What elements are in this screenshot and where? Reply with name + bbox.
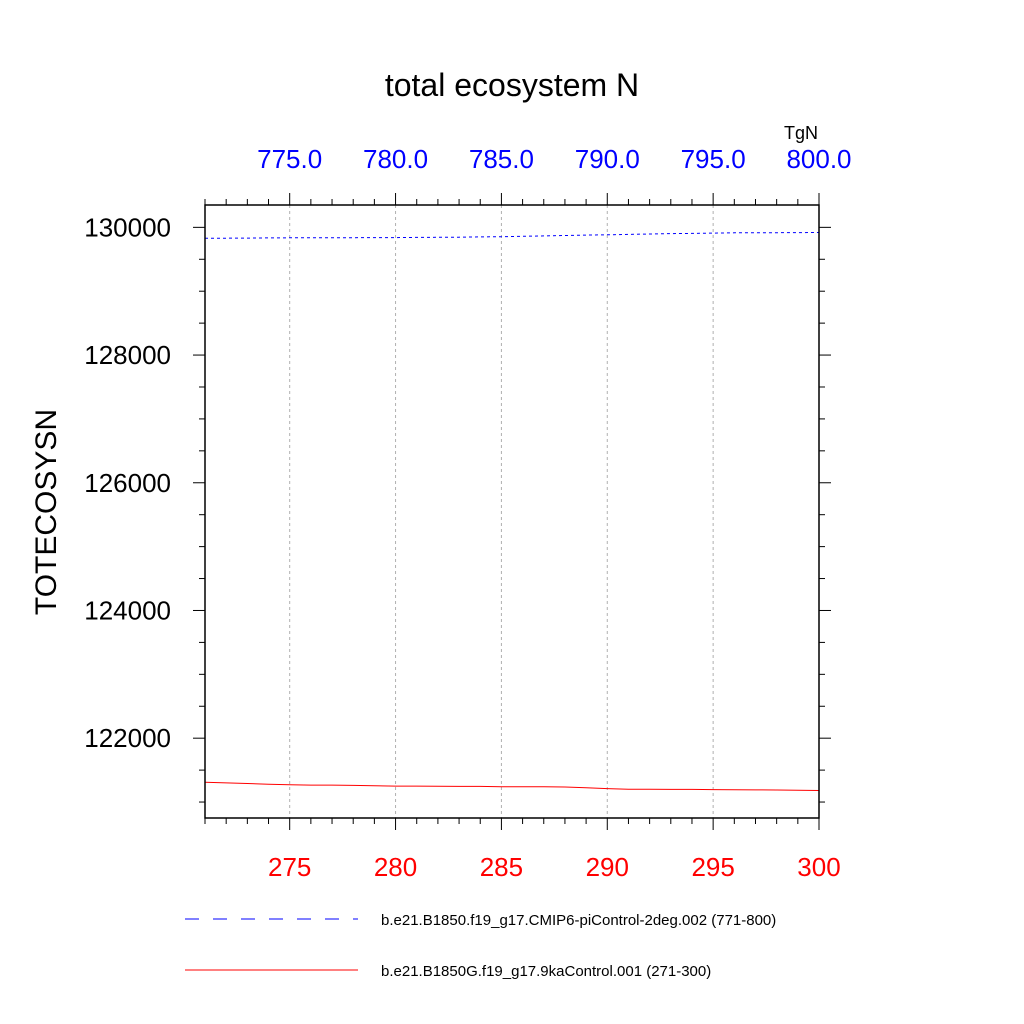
- x-bottom-tick-label-290: 290: [586, 852, 629, 882]
- series-line-1: [204, 781, 820, 791]
- x-bottom-tick-label-295: 295: [691, 852, 734, 882]
- series-line-0: [205, 232, 820, 239]
- x-top-tick-label-790.0: 790.0: [575, 144, 640, 174]
- legend-label-9kaControl: b.e21.B1850G.f19_g17.9kaControl.001 (271…: [381, 963, 711, 980]
- x-bottom-tick-label-285: 285: [480, 852, 523, 882]
- plot-frame: [204, 204, 820, 819]
- units-label: TgN: [784, 123, 818, 143]
- x-top-tick-label-775.0: 775.0: [257, 144, 322, 174]
- x-top-tick-label-795.0: 795.0: [681, 144, 746, 174]
- x-bottom-tick-label-275: 275: [268, 852, 311, 882]
- y-axis-label: TOTECOSYSN: [30, 409, 63, 615]
- legend-label-piControl: b.e21.B1850.f19_g17.CMIP6-piControl-2deg…: [381, 912, 776, 929]
- x-top-tick-label-800.0: 800.0: [786, 144, 851, 174]
- tick-marks: [193, 193, 831, 830]
- y-tick-label-128000: 128000: [84, 340, 171, 370]
- y-tick-label-126000: 126000: [84, 468, 171, 498]
- series-layer: [204, 232, 820, 791]
- x-top-tick-label-780.0: 780.0: [363, 144, 428, 174]
- legend: b.e21.B1850.f19_g17.CMIP6-piControl-2deg…: [185, 912, 776, 980]
- y-tick-label-124000: 124000: [84, 595, 171, 625]
- tick-labels: 275 280 285 290 295 300 775.0 780.0 785.0 790.0 79…: [84, 144, 851, 882]
- y-tick-label-122000: 122000: [84, 723, 171, 753]
- x-bottom-tick-label-300: 300: [797, 852, 840, 882]
- y-tick-label-130000: 130000: [84, 212, 171, 242]
- x-top-tick-label-785.0: 785.0: [469, 144, 534, 174]
- grid-lines: [289, 205, 714, 818]
- chart-title: total ecosystem N: [385, 67, 639, 103]
- x-bottom-tick-label-280: 280: [374, 852, 417, 882]
